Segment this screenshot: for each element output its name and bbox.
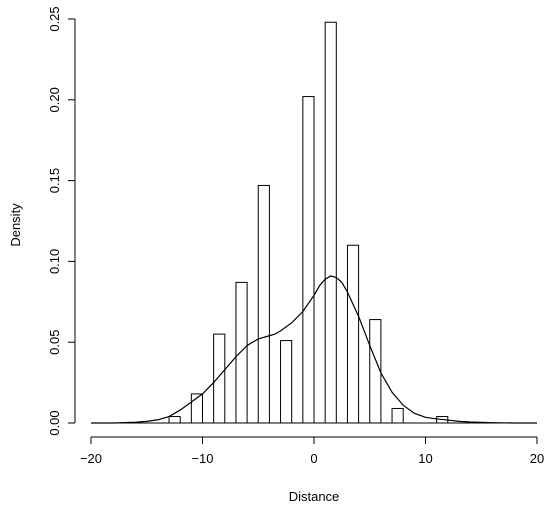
histogram-bar: [324, 21, 337, 424]
x-axis-label: Distance: [289, 489, 340, 504]
x-tick-label: −10: [191, 451, 213, 466]
y-axis: 0.00 0.05 0.10 0.15 0.20 0.25: [47, 6, 76, 436]
histogram-bar: [369, 319, 382, 424]
y-tick-label: 0.25: [47, 6, 62, 31]
histogram-bar: [280, 340, 293, 424]
y-tick-label: 0.10: [47, 249, 62, 274]
y-tick-label: 0.05: [47, 330, 62, 355]
histogram-bar: [302, 96, 315, 424]
histogram-bar: [257, 184, 270, 424]
histogram-bar: [391, 407, 404, 424]
histogram-bar: [168, 416, 181, 424]
x-tick-label: −20: [80, 451, 102, 466]
x-tick-label: 0: [310, 451, 317, 466]
x-axis: −20 −10 0 10 20: [80, 436, 544, 466]
y-tick-label: 0.20: [47, 87, 62, 112]
histogram-bar: [346, 244, 360, 424]
y-tick-label: 0.15: [47, 168, 62, 193]
x-tick-label: 20: [530, 451, 544, 466]
histogram-bars: [91, 21, 537, 424]
histogram-bar: [235, 281, 248, 424]
y-axis-label: Density: [8, 203, 23, 247]
x-tick-label: 10: [418, 451, 432, 466]
y-tick-label: 0.00: [47, 410, 62, 435]
histogram-bar: [213, 333, 226, 424]
density-curve: [91, 275, 537, 424]
